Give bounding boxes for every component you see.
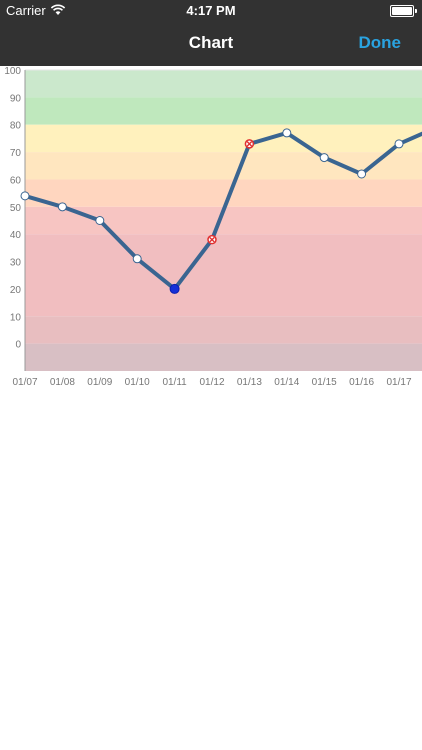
x-tick-label: 01/08 [50,377,75,388]
status-bar: Carrier 4:17 PM [0,0,422,22]
chart-band [25,343,422,371]
data-point [357,169,367,179]
page-title: Chart [188,33,234,52]
clock-time: 4:17 PM [186,3,236,18]
data-point-marker [246,141,253,147]
data-point-selected [169,283,180,294]
chart-band [25,124,422,153]
x-tick-label: 01/07 [12,377,37,388]
y-tick-label: 90 [10,93,22,104]
y-tick-label: 70 [10,148,22,159]
data-point [57,202,67,212]
x-tick-label: 01/10 [125,377,150,388]
chart-band [25,316,422,344]
wifi-icon [50,4,66,15]
data-point [20,191,30,201]
chart-band [25,97,422,125]
done-button[interactable]: Done [358,33,402,52]
x-tick-label: 01/15 [312,377,337,388]
x-tick-label: 01/09 [87,377,112,388]
y-tick-label: 80 [10,121,22,132]
x-tick-label: 01/17 [386,377,411,388]
y-tick-label: 30 [10,258,22,269]
y-tick-label: 100 [4,66,21,77]
y-tick-label: 50 [10,203,22,214]
chart-band [25,234,422,317]
battery-icon [390,5,417,17]
x-tick-label: 01/16 [349,377,374,388]
data-point [95,216,105,225]
y-tick-label: 10 [10,312,22,323]
x-tick-label: 01/12 [199,377,224,388]
data-point [132,254,142,264]
chart-band [25,179,422,207]
data-point-marker [209,236,215,243]
data-point [319,153,329,163]
x-tick-label: 01/14 [274,377,299,388]
carrier-label: Carrier [6,3,46,18]
y-tick-label: 40 [10,230,22,241]
navigation-bar: Carrier 4:17 PM Chart Done [0,0,422,66]
x-tick-label: 01/13 [237,377,262,388]
y-tick-label: 20 [10,285,22,296]
y-tick-label: 0 [15,340,21,351]
y-tick-label: 60 [10,175,22,186]
x-tick-label: 01/11 [162,377,187,388]
series-line [23,130,422,291]
chart-band [25,70,422,98]
data-point [282,128,292,138]
chart-band [25,152,422,180]
data-point [394,139,404,149]
